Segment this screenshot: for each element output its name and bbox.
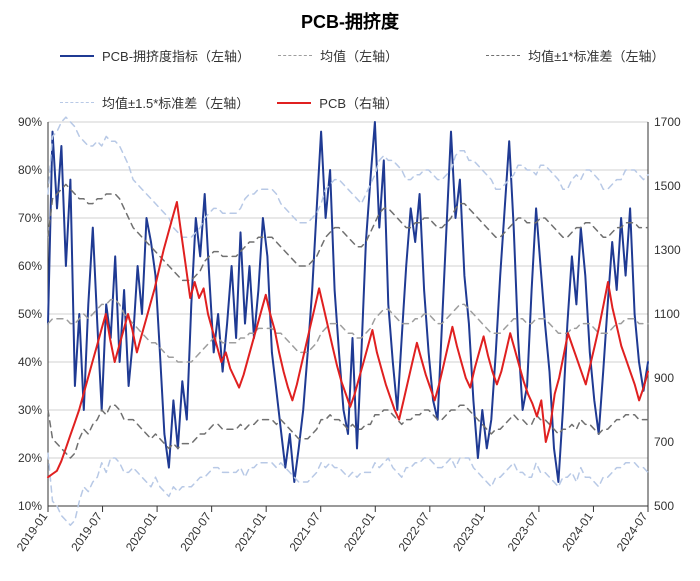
svg-text:500: 500: [654, 499, 674, 513]
svg-text:2023-01: 2023-01: [450, 509, 487, 553]
legend-item: PCB-拥挤度指标（左轴）: [60, 46, 250, 65]
legend-swatch: [277, 102, 311, 104]
svg-text:1300: 1300: [654, 243, 681, 257]
legend-item: 均值±1*标准差（左轴）: [486, 46, 666, 65]
svg-text:2022-07: 2022-07: [396, 509, 433, 553]
legend-item: PCB（右轴）: [277, 93, 457, 112]
legend-item: 均值±1.5*标准差（左轴）: [60, 93, 249, 112]
svg-text:90%: 90%: [18, 116, 42, 129]
legend-label: 均值±1.5*标准差（左轴）: [102, 93, 249, 112]
svg-text:2021-07: 2021-07: [286, 509, 323, 553]
legend-label: PCB-拥挤度指标（左轴）: [102, 46, 250, 65]
svg-text:2023-07: 2023-07: [505, 509, 542, 553]
legend-swatch: [60, 102, 94, 103]
svg-text:40%: 40%: [18, 355, 42, 369]
svg-text:700: 700: [654, 435, 674, 449]
svg-text:1500: 1500: [654, 179, 681, 193]
svg-text:60%: 60%: [18, 259, 42, 273]
line-chart-svg: 10%20%30%40%50%60%70%80%90%5007009001100…: [0, 116, 700, 576]
svg-text:1700: 1700: [654, 116, 681, 129]
svg-text:2020-07: 2020-07: [177, 509, 214, 553]
legend-label: 均值±1*标准差（左轴）: [528, 46, 664, 65]
series-line: [48, 300, 648, 362]
series-line: [48, 202, 648, 477]
chart-title: PCB-拥挤度: [0, 0, 700, 34]
series-line: [48, 117, 648, 237]
svg-text:1100: 1100: [654, 307, 680, 321]
series-line: [48, 453, 648, 525]
svg-text:2019-01: 2019-01: [14, 509, 51, 553]
svg-text:20%: 20%: [18, 451, 42, 465]
svg-text:30%: 30%: [18, 403, 42, 417]
legend-label: PCB（右轴）: [319, 93, 398, 112]
svg-text:2021-01: 2021-01: [232, 509, 269, 553]
svg-text:2022-01: 2022-01: [341, 509, 378, 553]
legend-swatch: [278, 55, 312, 56]
svg-text:2024-07: 2024-07: [614, 509, 651, 553]
svg-text:80%: 80%: [18, 163, 42, 177]
legend-swatch: [60, 55, 94, 57]
legend: PCB-拥挤度指标（左轴） 均值（左轴） 均值±1*标准差（左轴） 均值±1.5*标准…: [0, 34, 700, 116]
legend-item: 均值（左轴）: [278, 46, 458, 65]
svg-text:70%: 70%: [18, 211, 42, 225]
svg-text:50%: 50%: [18, 307, 42, 321]
svg-text:2019-07: 2019-07: [68, 509, 105, 553]
chart-container: PCB-拥挤度 PCB-拥挤度指标（左轴） 均值（左轴） 均值±1*标准差（左轴） 均…: [0, 0, 700, 564]
legend-swatch: [486, 55, 520, 56]
svg-text:2024-01: 2024-01: [559, 509, 596, 553]
svg-text:2020-01: 2020-01: [123, 509, 160, 553]
legend-label: 均值（左轴）: [320, 46, 398, 65]
plot-area: 10%20%30%40%50%60%70%80%90%5007009001100…: [0, 116, 700, 581]
series-line: [48, 122, 648, 482]
svg-text:900: 900: [654, 371, 674, 385]
